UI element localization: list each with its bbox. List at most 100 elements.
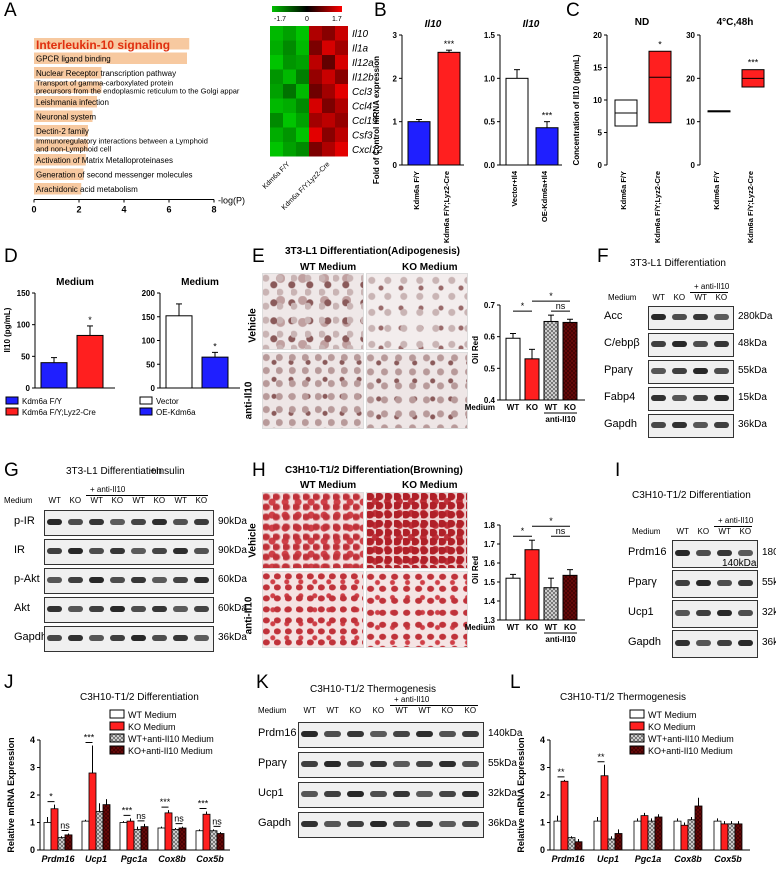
significance: ** bbox=[597, 752, 605, 762]
heatmap-cell bbox=[296, 69, 309, 84]
panel-e-col-ko: KO Medium bbox=[402, 262, 458, 273]
band bbox=[173, 548, 188, 554]
panel-label-e: E bbox=[252, 246, 265, 267]
heatmap-cell bbox=[283, 142, 296, 157]
x-label: OE-Kdm6a+Il4 bbox=[540, 170, 549, 222]
protein-label: Prdm16 bbox=[628, 546, 667, 558]
lane-label: WT bbox=[48, 496, 61, 505]
significance: * bbox=[521, 301, 525, 311]
kda-label: 280kDa bbox=[738, 311, 773, 322]
pathway-bar bbox=[34, 154, 86, 166]
x-label: KO bbox=[564, 623, 576, 632]
legend-label: KO+anti-Il10 Medium bbox=[648, 746, 733, 756]
band bbox=[347, 761, 364, 767]
y-tick-label: 50 bbox=[146, 360, 155, 369]
pathway-label: Generation of second messenger molecules bbox=[36, 171, 193, 180]
bar bbox=[720, 823, 729, 851]
y-tick-label: 3 bbox=[393, 31, 398, 40]
band bbox=[714, 341, 729, 347]
lane-label: KO bbox=[153, 496, 166, 505]
protein-label: Gapdh bbox=[14, 631, 48, 643]
heatmap-cell bbox=[322, 84, 335, 99]
y-tick-label: 100 bbox=[17, 321, 31, 330]
x-label: WT bbox=[545, 403, 558, 412]
band bbox=[131, 548, 146, 554]
x-label: KO bbox=[526, 403, 538, 412]
panel-h-chart: Oil Red 1.3 1.4 1.5 1.6 1.7 1.8 WT KO WT KO Medium a… bbox=[465, 516, 585, 644]
band bbox=[439, 761, 456, 767]
band bbox=[131, 519, 146, 525]
x-prefix: Medium bbox=[465, 623, 495, 632]
lane-label: KO bbox=[464, 706, 477, 715]
bar bbox=[57, 837, 66, 851]
y-tick-label: 1 bbox=[30, 818, 35, 828]
y-tick-label: 1.5 bbox=[484, 31, 496, 40]
band bbox=[68, 548, 83, 554]
legend-swatch bbox=[629, 745, 645, 755]
legend-swatch bbox=[109, 733, 125, 743]
lane-label: WT bbox=[174, 496, 187, 505]
band bbox=[416, 761, 433, 767]
treatment-bracket bbox=[390, 705, 478, 706]
kda-label-extra: 140kDa bbox=[722, 558, 757, 569]
y-tick-label: 100 bbox=[142, 337, 156, 346]
heatmap-cell bbox=[296, 113, 309, 128]
lane-label: WT bbox=[132, 496, 145, 505]
y-tick-label: 1.6 bbox=[484, 559, 496, 568]
band bbox=[131, 577, 146, 583]
protein-label: p-IR bbox=[14, 515, 35, 527]
x-label: WT bbox=[507, 403, 520, 412]
bar bbox=[201, 356, 229, 389]
band bbox=[738, 640, 753, 646]
band bbox=[68, 519, 83, 525]
bar bbox=[126, 820, 135, 851]
panel-g-title: 3T3-L1 Differentiation bbox=[66, 466, 162, 477]
x-label: Kdm6a F/Y;Lyz2-Cre bbox=[746, 171, 755, 243]
x-label: Kdm6a F/Y;Lyz2-Cre bbox=[442, 171, 451, 243]
legend-label: KO+anti-Il10 Medium bbox=[128, 746, 213, 756]
y-tick-label: 5 bbox=[598, 129, 603, 138]
lane-label: WT bbox=[676, 527, 689, 536]
lane-label: WT bbox=[694, 293, 707, 302]
band bbox=[47, 519, 62, 525]
band bbox=[194, 519, 209, 525]
y-tick-label: 1.8 bbox=[484, 521, 496, 530]
band bbox=[68, 635, 83, 641]
band bbox=[717, 550, 732, 556]
lane-label: WT bbox=[652, 293, 665, 302]
bar bbox=[76, 334, 104, 389]
micrograph-e-wt-anti bbox=[262, 352, 364, 429]
bar bbox=[600, 775, 609, 851]
y-axis-label: Oil Red bbox=[471, 336, 480, 364]
heatmap-cell bbox=[270, 113, 283, 128]
panel-e-chart: Oil Red 0.4 0.5 0.6 0.7 WT KO WT KO Medium anti-Il… bbox=[465, 291, 585, 424]
treatment-label: + anti-Il10 bbox=[394, 695, 430, 704]
axis-tick-label: 8 bbox=[211, 205, 216, 215]
band bbox=[393, 791, 410, 797]
bar bbox=[734, 823, 743, 851]
bar bbox=[727, 823, 736, 851]
pathway-label-cont: and non-Lymphoid cell bbox=[36, 145, 112, 154]
x-axis-label: -log(P) bbox=[218, 196, 245, 206]
band bbox=[696, 550, 711, 556]
pathway-label: GPCR ligand binding bbox=[36, 55, 111, 64]
axis-tick-label: 6 bbox=[166, 205, 171, 215]
pathway-enrichment-chart: Interleukin-10 signaling GPCR ligand bind… bbox=[31, 38, 245, 215]
band bbox=[152, 577, 167, 583]
protein-label: Ucp1 bbox=[628, 606, 654, 618]
band bbox=[152, 635, 167, 641]
band bbox=[393, 761, 410, 767]
kda-label: 36kDa bbox=[762, 637, 776, 648]
bar bbox=[614, 833, 623, 851]
gene-label: Ccl4 bbox=[352, 102, 372, 113]
y-tick-label: 0 bbox=[691, 161, 696, 170]
bar bbox=[654, 816, 663, 851]
band bbox=[152, 606, 167, 612]
legend-swatch bbox=[139, 396, 153, 405]
band bbox=[672, 422, 687, 428]
kda-label: 180kDa bbox=[762, 547, 776, 558]
y-tick-label: 2 bbox=[540, 790, 545, 800]
treatment-label: + anti-Il10 bbox=[90, 485, 126, 494]
bar bbox=[524, 549, 540, 621]
band bbox=[110, 635, 125, 641]
